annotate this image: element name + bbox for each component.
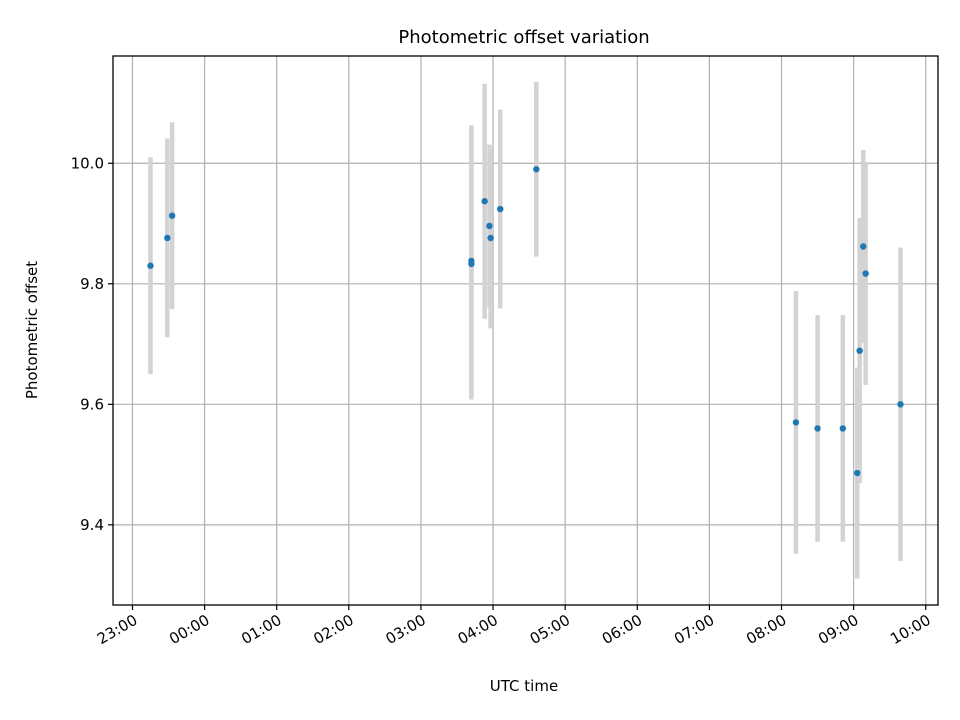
x-tick-label: 08:00 [743,611,789,648]
y-axis-label: Photometric offset [23,261,41,399]
data-point [164,234,171,242]
data-point [487,234,494,242]
x-tick-label: 01:00 [238,611,284,648]
y-tick-label: 10.0 [71,154,104,172]
data-points [147,166,904,477]
x-tick-label: 03:00 [382,611,428,648]
error-bars [148,81,903,579]
y-tick-label: 9.8 [80,275,104,293]
x-tick-label: 10:00 [887,611,933,648]
y-tick-label: 9.4 [80,516,104,534]
data-point [854,469,861,477]
data-point [486,222,493,230]
data-point [168,212,176,219]
data-point [533,166,540,173]
x-tick-label: 09:00 [815,611,861,648]
y-axis: 9.4 9.6 9.8 10.0 [71,154,113,534]
x-tick-label: 02:00 [310,611,356,648]
x-tick-label: 06:00 [599,611,645,648]
data-point [897,401,904,408]
data-point [481,198,488,205]
y-tick-label: 9.6 [80,395,104,413]
data-point [839,425,847,432]
x-tick-label: 00:00 [166,611,212,648]
x-tick-label: 07:00 [671,611,717,648]
chart-title: Photometric offset variation [398,27,649,48]
x-axis-label: UTC time [490,677,558,695]
data-point [497,205,504,213]
data-point [862,270,869,277]
data-point [792,419,800,426]
data-point [860,243,867,250]
data-point [147,262,154,269]
grid [113,56,938,605]
x-tick-label: 23:00 [94,611,140,648]
data-point [856,347,863,354]
x-tick-label: 04:00 [455,611,501,648]
data-point [814,425,821,432]
data-point [468,260,475,268]
plot-area-frame [112,55,939,606]
x-tick-label: 05:00 [527,611,573,648]
x-axis: 23:00 00:00 01:00 02:00 03:00 04:00 05:00 06:00… [94,605,934,648]
